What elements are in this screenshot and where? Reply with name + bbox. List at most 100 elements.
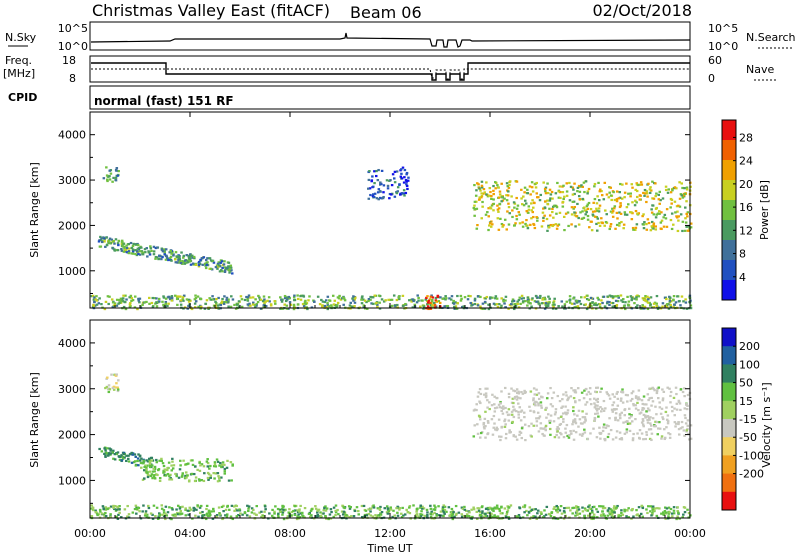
velocity-cell <box>483 393 486 396</box>
velocity-cell <box>534 400 537 403</box>
power-cell <box>577 300 581 303</box>
power-cell <box>662 216 665 219</box>
power-cell <box>494 297 497 300</box>
velocity-cell <box>601 507 605 510</box>
velocity-cell <box>590 517 593 521</box>
power-cell <box>103 237 106 240</box>
velocity-cell <box>670 405 674 409</box>
velocity-cell <box>136 506 140 509</box>
velocity-cell <box>164 517 167 521</box>
velocity-cell <box>577 508 581 511</box>
velocity-cell <box>523 389 526 392</box>
velocity-cell <box>507 516 510 519</box>
power-cell <box>166 304 169 308</box>
power-cell <box>680 182 683 185</box>
power-cell <box>525 218 528 222</box>
velocity-cell <box>634 407 638 410</box>
velocity-cell <box>680 420 684 424</box>
power-cell <box>598 204 602 207</box>
power-cell <box>522 195 525 198</box>
velocity-cell <box>578 399 581 402</box>
power-cell <box>633 204 637 207</box>
power-cell <box>668 299 672 302</box>
power-cell <box>650 225 654 228</box>
velocity-cell <box>141 478 145 481</box>
velocity-cell <box>218 512 221 515</box>
velocity-cell <box>671 515 674 518</box>
velocity-cell <box>507 396 511 399</box>
velocity-cell <box>554 411 557 414</box>
power-cell <box>303 300 307 304</box>
velocity-cell <box>174 514 177 518</box>
power-cell <box>610 301 614 305</box>
power-cell <box>513 302 517 306</box>
velocity-cell <box>455 512 458 515</box>
power-cell <box>568 199 572 202</box>
power-cell <box>200 305 203 308</box>
power-cell <box>549 193 553 196</box>
power-cell <box>685 225 688 228</box>
power-cell <box>378 307 382 310</box>
velocity-cell <box>120 454 123 457</box>
velocity-cell <box>564 391 568 394</box>
velocity-cell <box>611 510 614 514</box>
power-cell <box>208 267 211 270</box>
power-cell <box>660 227 663 231</box>
velocity-cell <box>165 514 169 517</box>
power-cell <box>223 260 226 263</box>
velocity-cell <box>441 507 445 511</box>
power-cell <box>128 296 131 299</box>
power-cell <box>615 198 619 201</box>
power-cell <box>160 247 164 250</box>
velocity-cell <box>689 424 693 427</box>
power-cell <box>535 216 538 219</box>
power-cell <box>554 192 558 195</box>
power-cell <box>169 249 172 253</box>
power-cell <box>620 220 623 224</box>
power-cell <box>586 207 590 211</box>
power-cell <box>193 298 197 301</box>
power-cell <box>551 307 555 310</box>
power-cell <box>517 298 521 302</box>
power-cell <box>407 176 410 179</box>
velocity-cell <box>613 395 616 398</box>
power-cell <box>127 250 131 253</box>
velocity-cell <box>226 459 229 462</box>
velocity-ytick-label: 3000 <box>58 383 86 396</box>
velocity-cell <box>274 505 277 508</box>
freq-tick-high: 18 <box>62 54 76 67</box>
velocity-cell <box>648 397 651 400</box>
power-cell <box>352 295 355 298</box>
velocity-cell <box>556 426 559 429</box>
velocity-cell <box>497 403 501 406</box>
power-cell <box>453 307 456 310</box>
power-cell <box>168 257 172 260</box>
power-cell <box>527 205 531 208</box>
power-cell <box>635 223 639 226</box>
power-cell <box>462 305 465 308</box>
power-cell <box>581 217 584 220</box>
velocity-cell <box>637 409 640 412</box>
velocity-cell <box>486 399 489 402</box>
power-cell <box>646 307 650 311</box>
power-cell <box>502 300 505 303</box>
power-cell <box>615 190 619 193</box>
power-cell <box>181 262 184 265</box>
velocity-cell <box>327 517 330 521</box>
power-cell <box>308 295 311 298</box>
velocity-cell <box>371 515 375 518</box>
velocity-cell <box>231 517 235 521</box>
velocity-cell <box>657 427 660 430</box>
velocity-cell <box>166 472 170 476</box>
velocity-cell <box>378 516 382 519</box>
power-cell <box>198 262 202 265</box>
velocity-cell <box>543 515 546 518</box>
power-cell <box>402 181 406 184</box>
power-cell <box>634 228 637 231</box>
velocity-cell <box>673 414 676 417</box>
velocity-cell <box>158 479 162 483</box>
power-cell <box>518 296 521 299</box>
velocity-cell <box>493 407 497 410</box>
power-cell <box>645 190 648 193</box>
power-cell <box>615 303 619 307</box>
